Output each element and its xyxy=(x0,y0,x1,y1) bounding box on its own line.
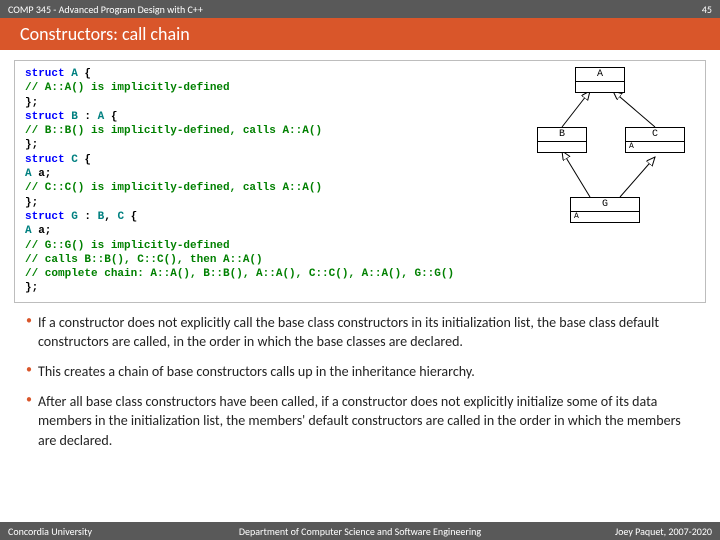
footer: Concordia University Department of Compu… xyxy=(0,522,720,540)
code-line: // B::B() is implicitly-defined, calls A… xyxy=(25,124,695,138)
uml-class-A: A xyxy=(575,67,625,93)
uml-members: A xyxy=(626,142,684,152)
bullet-item: If a constructor does not explicitly cal… xyxy=(26,313,694,352)
footer-left: Concordia University xyxy=(8,525,184,538)
code-line: A a; xyxy=(25,167,695,181)
uml-class-name: B xyxy=(538,128,586,142)
code-token: struct xyxy=(25,211,71,223)
code-line: struct C { xyxy=(25,153,695,167)
code-line: A a; xyxy=(25,224,695,238)
code-token: struct xyxy=(25,111,71,123)
code-line: }; xyxy=(25,96,695,110)
code-token: { xyxy=(131,211,138,223)
code-token: B xyxy=(71,111,84,123)
bullet-list: If a constructor does not explicitly cal… xyxy=(0,307,720,451)
code-line: // calls B::B(), C::C(), then A::A() xyxy=(25,253,695,267)
uml-members xyxy=(576,82,624,92)
code-token: // A::A() is implicitly-defined xyxy=(25,82,230,94)
code-token: { xyxy=(84,68,91,80)
title-text: Constructors: call chain xyxy=(20,23,190,45)
code-token: struct xyxy=(25,68,71,80)
code-line: // C::C() is implicitly-defined, calls A… xyxy=(25,181,695,195)
uml-class-G: GA xyxy=(570,197,640,223)
code-token: , xyxy=(104,211,117,223)
bullet-item: This creates a chain of base constructor… xyxy=(26,362,694,382)
code-token: // B::B() is implicitly-defined, calls A… xyxy=(25,125,322,137)
code-line: // G::G() is implicitly-defined xyxy=(25,239,695,253)
code-token: struct xyxy=(25,154,71,166)
code-block: struct A { // A::A() is implicitly-defin… xyxy=(14,60,706,303)
code-line: }; xyxy=(25,138,695,152)
code-token: C xyxy=(71,154,84,166)
code-token: A xyxy=(25,168,38,180)
slide-number: 45 xyxy=(702,3,712,16)
code-token: A xyxy=(98,111,111,123)
code-token: : xyxy=(84,111,97,123)
code-token: A xyxy=(25,225,38,237)
course-label: COMP 345 - Advanced Program Design with … xyxy=(8,3,203,16)
bullet-item: After all base class constructors have b… xyxy=(26,392,694,451)
code-token: { xyxy=(84,154,91,166)
uml-class-B: B xyxy=(537,127,587,153)
code-token: a; xyxy=(38,225,51,237)
code-line: struct B : A { xyxy=(25,110,695,124)
code-line: }; xyxy=(25,281,695,295)
code-token: : xyxy=(84,211,97,223)
uml-class-name: A xyxy=(576,68,624,82)
code-token: // complete chain: A::A(), B::B(), A::A(… xyxy=(25,268,454,280)
code-token: }; xyxy=(25,197,38,209)
uml-class-name: G xyxy=(571,198,639,212)
code-token: C xyxy=(117,211,130,223)
code-token: G xyxy=(71,211,84,223)
code-token: }; xyxy=(25,282,38,294)
code-token: // calls B::B(), C::C(), then A::A() xyxy=(25,254,263,266)
code-token: // C::C() is implicitly-defined, calls A… xyxy=(25,182,322,194)
uml-class-name: C xyxy=(626,128,684,142)
code-token: }; xyxy=(25,139,38,151)
uml-members: A xyxy=(571,212,639,222)
slide-title: Constructors: call chain xyxy=(0,18,720,50)
code-token: }; xyxy=(25,97,38,109)
code-lines: struct A { // A::A() is implicitly-defin… xyxy=(25,67,695,296)
uml-members xyxy=(538,142,586,152)
code-line: // complete chain: A::A(), B::B(), A::A(… xyxy=(25,267,695,281)
code-token: { xyxy=(111,111,118,123)
uml-class-C: CA xyxy=(625,127,685,153)
code-token: a; xyxy=(38,168,51,180)
footer-right: Joey Paquet, 2007-2020 xyxy=(536,525,712,538)
footer-center: Department of Computer Science and Softw… xyxy=(184,525,536,538)
code-token: A xyxy=(71,68,84,80)
top-bar: COMP 345 - Advanced Program Design with … xyxy=(0,0,720,18)
code-token: // G::G() is implicitly-defined xyxy=(25,240,230,252)
